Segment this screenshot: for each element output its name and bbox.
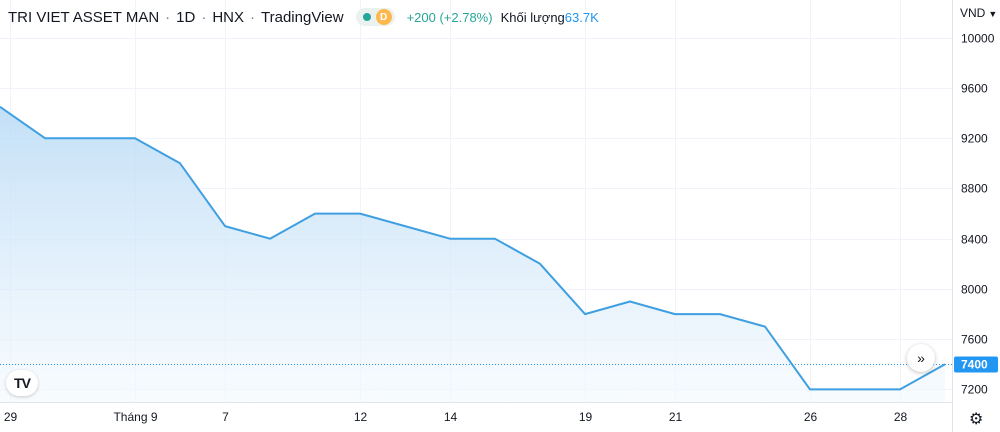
provider-label: TradingView: [261, 8, 344, 26]
gear-icon[interactable]: ⚙: [969, 411, 984, 428]
market-status-pill[interactable]: D: [355, 8, 395, 26]
volume-label: Khối lượng: [500, 9, 565, 25]
separator: ·: [201, 8, 207, 26]
market-open-dot-icon: [362, 13, 371, 21]
interval-label[interactable]: 1D: [176, 8, 196, 26]
tradingview-logo-icon[interactable]: TV: [6, 370, 38, 396]
y-tick-label: 8000: [961, 283, 988, 297]
exchange-label: HNX: [212, 8, 245, 26]
last-price-label: 7400: [961, 358, 988, 372]
price-line: [0, 105, 946, 391]
price-area-fill: [0, 106, 945, 403]
time-axis-ticks: 29 Tháng 9 7 12 14 19 21 26 28: [4, 410, 908, 424]
x-tick-label: 14: [444, 410, 458, 424]
caret-down-icon: ▼: [988, 9, 998, 19]
x-tick-label: 28: [894, 410, 908, 424]
y-tick-label: 7200: [961, 383, 988, 397]
x-tick-label: 21: [669, 410, 683, 424]
x-tick-label: 7: [222, 410, 229, 424]
volume-value: 63.7K: [564, 9, 599, 25]
currency-unit-selector[interactable]: VND ▼: [960, 6, 997, 20]
x-tick-label: 19: [579, 410, 593, 424]
chart-legend: TRI VIET ASSET MAN · 1D · HNX · TradingV…: [8, 6, 599, 28]
y-tick-label: 8800: [961, 182, 988, 196]
y-tick-label: 10000: [961, 32, 995, 46]
separator: ·: [250, 8, 256, 26]
y-tick-label: 7600: [961, 333, 988, 347]
y-tick-label: 8400: [961, 233, 988, 247]
timeframe-badge: D: [375, 9, 392, 25]
scroll-to-realtime-button[interactable]: »: [907, 344, 935, 372]
x-tick-label: 29: [4, 410, 18, 424]
y-tick-label: 9200: [961, 132, 988, 146]
y-tick-label: 9600: [961, 82, 988, 96]
x-tick-label: 12: [354, 410, 368, 424]
last-price-badge: 7400: [954, 356, 998, 373]
price-change: +200 (+2.78%): [406, 9, 493, 25]
double-chevron-right-icon: »: [917, 350, 925, 366]
symbol-name[interactable]: TRI VIET ASSET MAN: [8, 8, 160, 26]
currency-unit: VND: [960, 6, 986, 20]
separator: ·: [165, 8, 171, 26]
x-tick-label: 26: [804, 410, 818, 424]
price-axis-ticks: 7200 7600 8000 8400 8800 9200 9600 10000: [961, 32, 995, 397]
x-tick-label: Tháng 9: [113, 410, 157, 424]
